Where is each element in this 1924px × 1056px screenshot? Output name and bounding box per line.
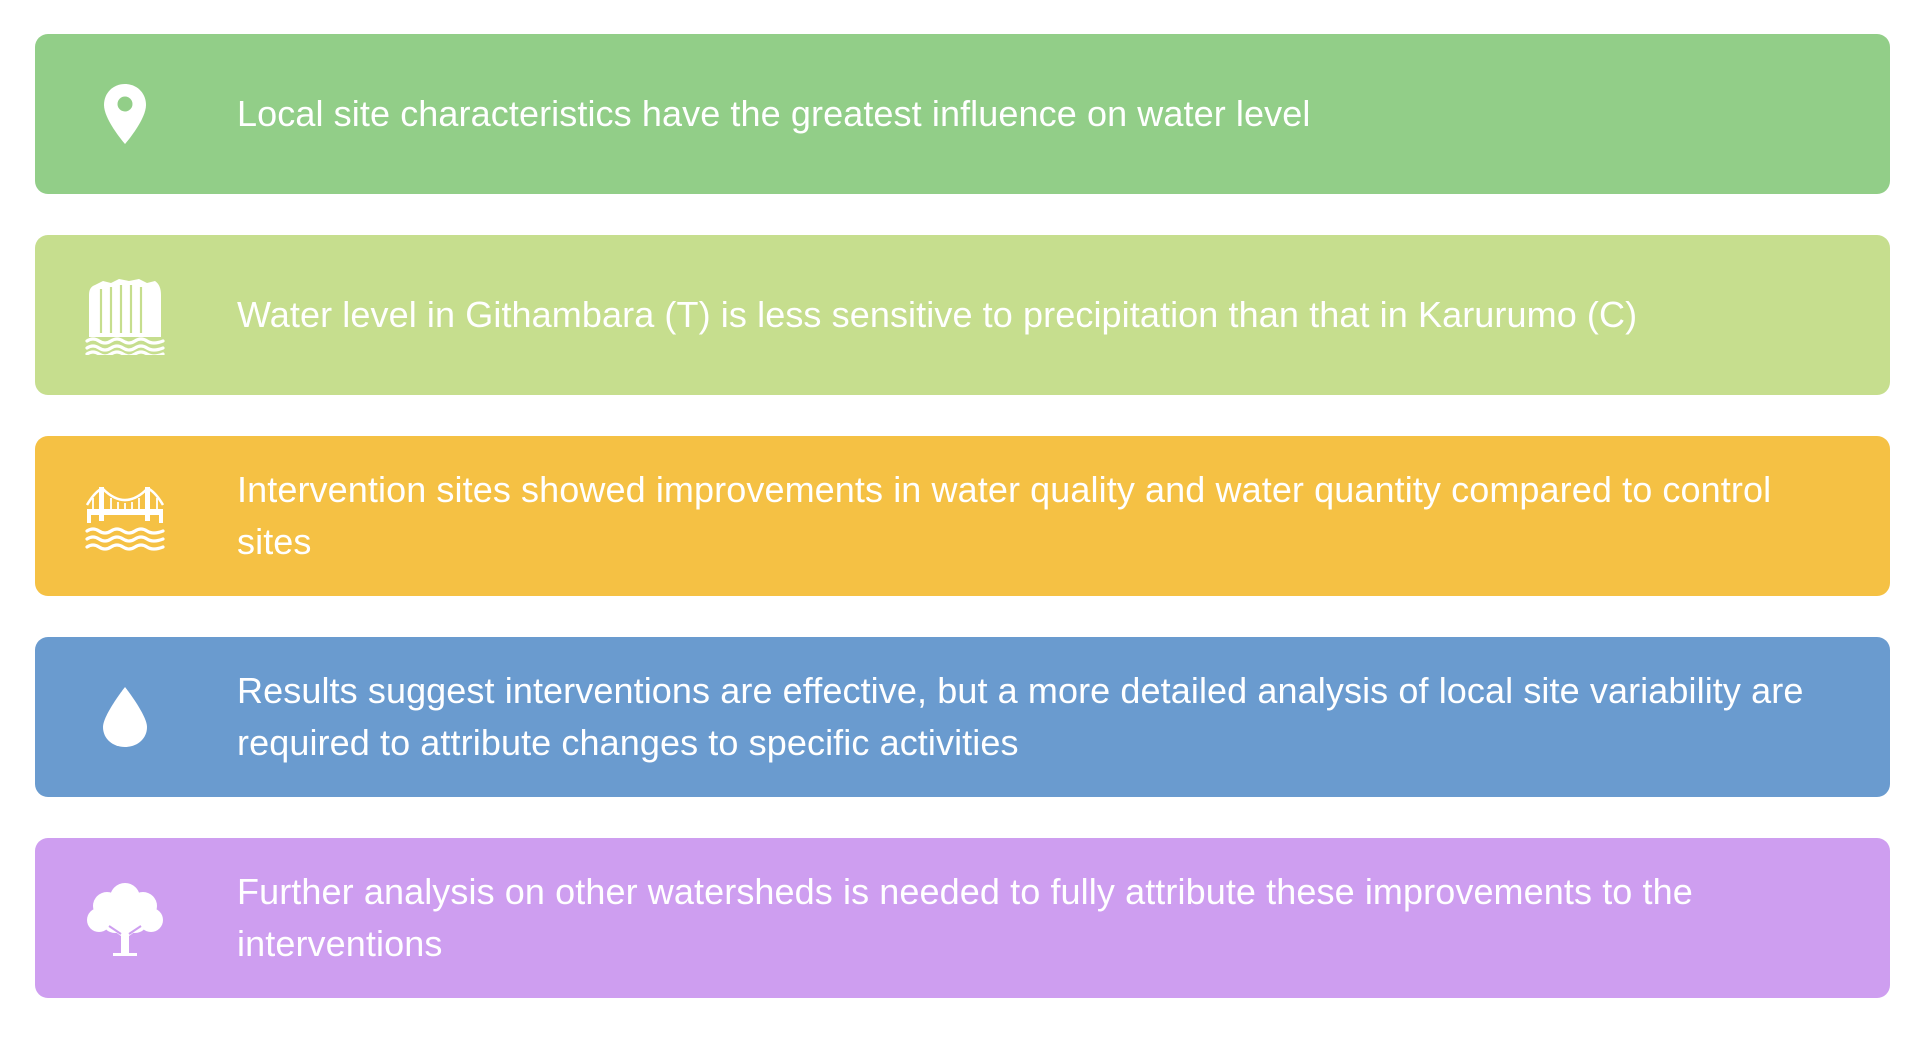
finding-text: Results suggest interventions are effect… bbox=[237, 670, 1804, 763]
findings-list: Local site characteristics have the grea… bbox=[35, 34, 1890, 998]
finding-card-interventions-effective: Results suggest interventions are effect… bbox=[35, 637, 1890, 797]
finding-card-intervention-improvements: Intervention sites showed improvements i… bbox=[35, 436, 1890, 596]
finding-card-site-characteristics: Local site characteristics have the grea… bbox=[35, 34, 1890, 194]
finding-text: Water level in Githambara (T) is less se… bbox=[237, 294, 1638, 335]
finding-card-further-analysis: Further analysis on other watersheds is … bbox=[35, 838, 1890, 998]
map-pin-hole bbox=[117, 96, 133, 112]
finding-card-water-level-sensitivity: Water level in Githambara (T) is less se… bbox=[35, 235, 1890, 395]
map-pin-icon bbox=[85, 74, 165, 154]
finding-text: Intervention sites showed improvements i… bbox=[237, 469, 1772, 562]
finding-text: Further analysis on other watersheds is … bbox=[237, 871, 1693, 964]
finding-text: Local site characteristics have the grea… bbox=[237, 93, 1311, 134]
water-drop-icon bbox=[85, 677, 165, 757]
waterfall-icon bbox=[85, 275, 165, 355]
tree-icon bbox=[85, 878, 165, 958]
bridge-icon bbox=[85, 476, 165, 556]
